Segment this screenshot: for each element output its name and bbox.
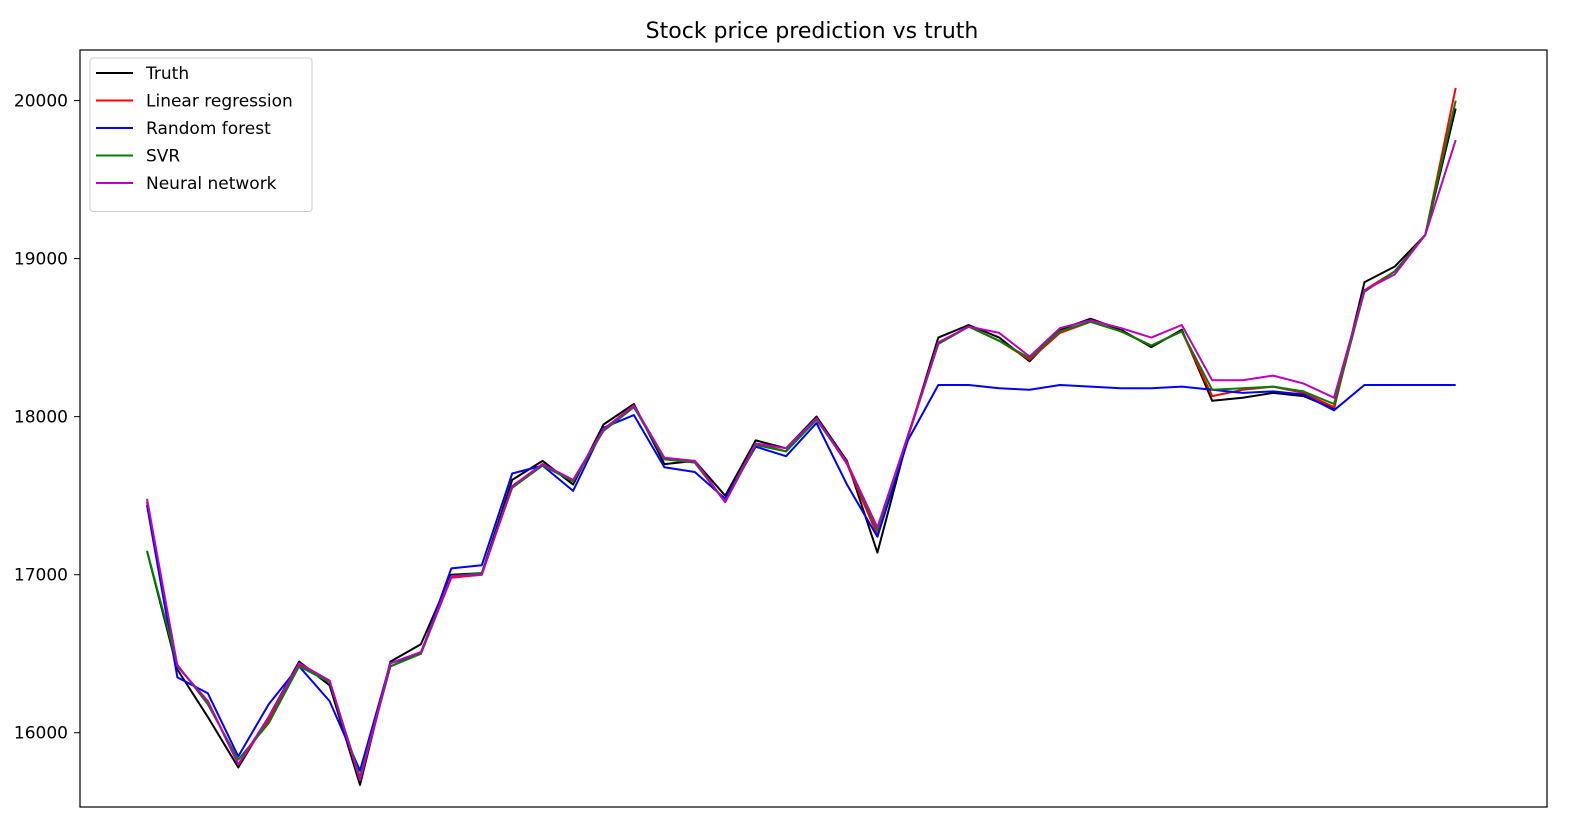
legend: Truth Linear regression Random forest SVR Ne…: [89, 57, 313, 212]
series-line-truth: [146, 108, 1457, 786]
y-tick-label: 19000: [14, 250, 68, 270]
legend-label-random-forest: Random forest: [146, 119, 271, 139]
series-line-random-forest: [146, 384, 1456, 772]
y-tick-label: 16000: [14, 724, 68, 744]
y-tick-label: 18000: [14, 408, 68, 428]
chart-title: Stock price prediction vs truth: [646, 19, 979, 44]
axes: 16000 17000 18000 19000 20000: [14, 49, 1548, 808]
plot-area: [146, 87, 1457, 786]
series-line-neural-network: [146, 139, 1457, 782]
legend-label-svr: SVR: [146, 147, 180, 167]
legend-label-linear-regression: Linear regression: [146, 92, 293, 112]
plot-frame: [79, 49, 1548, 808]
legend-label-truth: Truth: [145, 64, 189, 84]
y-tick-label: 20000: [14, 92, 68, 112]
legend-box: [89, 57, 313, 212]
legend-label-neural-network: Neural network: [146, 174, 277, 194]
y-tick-label: 17000: [14, 566, 68, 586]
